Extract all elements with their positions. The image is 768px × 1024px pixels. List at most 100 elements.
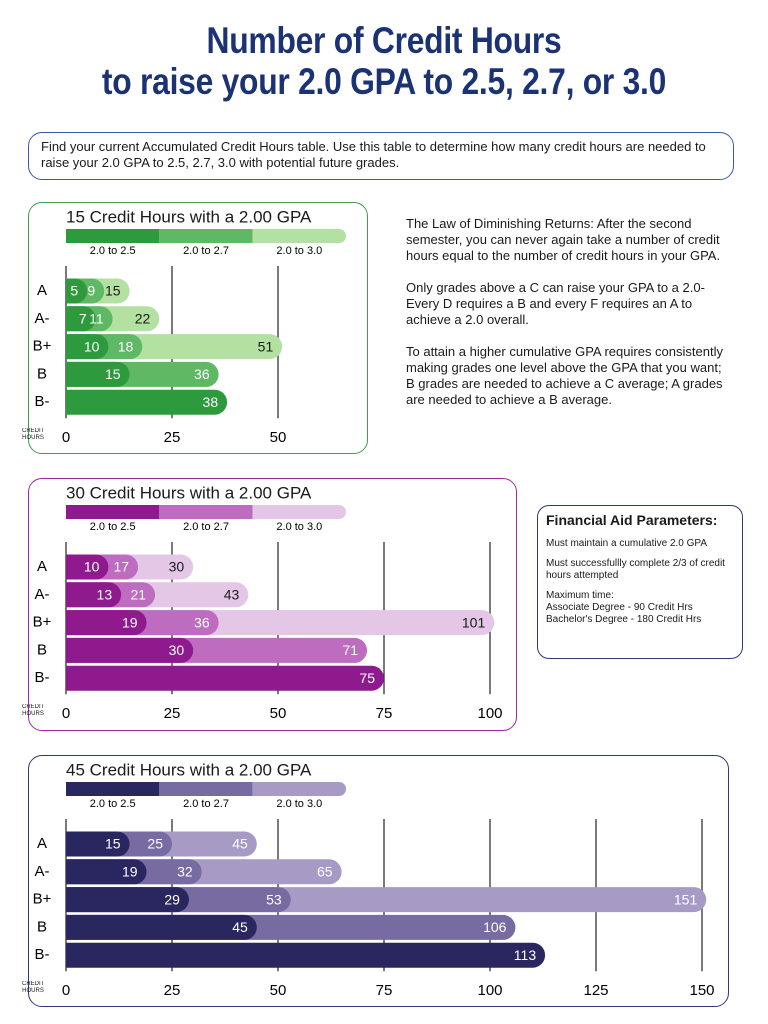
data-label: 151 [674,891,698,907]
y-tick-label: A [37,558,47,575]
x-tick-label: 25 [164,429,181,446]
legend-swatch [159,782,253,796]
bar [66,278,88,304]
data-label: 25 [147,836,163,852]
legend-label: 2.0 to 3.0 [276,521,322,533]
data-label: 19 [122,614,138,630]
bar [66,361,130,387]
x-axis-label-box: CREDIT HOURS [22,428,45,441]
y-tick-label: B+ [33,891,52,908]
page-title: to raise your 2.0 GPA to 2.5, 2.7, or 3.… [101,61,667,102]
x-tick-label: 100 [477,982,502,999]
y-tick-label: A- [35,586,50,603]
data-label: 7 [79,311,87,327]
bar [66,582,122,608]
bar [66,389,228,415]
data-label: 101 [462,614,486,630]
x-tick-label: 0 [62,705,70,722]
bar [66,859,147,885]
bar [66,914,257,940]
y-tick-label: A- [35,863,50,880]
legend-label: 2.0 to 2.7 [183,798,229,810]
legend-label: 2.0 to 2.5 [90,245,136,257]
chart-frame [28,478,517,731]
legend-label: 2.0 to 2.7 [183,521,229,533]
legend-swatch [252,229,346,243]
data-label: 32 [177,864,193,880]
bar [66,831,130,857]
x-tick-label: 25 [164,982,181,999]
bar [66,942,546,968]
chart: 15 Credit Hours with a 2.00 GPA 2.0 to 2.… [22,207,346,446]
data-label: 10 [84,338,100,354]
note: Only grades above a C can raise your GPA… [406,280,705,327]
data-label: 65 [317,864,333,880]
notes: The Law of Diminishing Returns: After th… [406,216,726,424]
y-tick-label: B [37,918,47,935]
y-tick-label: B- [35,669,50,686]
x-tick-label: 0 [62,982,70,999]
y-tick-label: A- [35,310,50,327]
x-tick-label: 125 [583,982,608,999]
y-tick-label: B [37,641,47,658]
y-tick-label: B- [35,946,50,963]
bar [66,334,109,360]
data-label: 22 [135,311,151,327]
y-tick-label: A [37,282,47,299]
data-label: 75 [359,670,375,686]
intro-box: Find your current Accumulated Credit Hou… [28,132,734,180]
note: The Law of Diminishing Returns: After th… [406,216,721,263]
data-label: 45 [232,919,248,935]
data-label: 10 [84,559,100,575]
page-title: Number of Credit Hours [206,20,562,61]
data-label: 19 [122,864,138,880]
data-label: 43 [224,587,240,603]
data-label: 106 [483,919,507,935]
legend-label: 2.0 to 3.0 [276,245,322,257]
note: To attain a higher cumulative GPA requir… [406,344,723,407]
chart-title: 45 Credit Hours with a 2.00 GPA [66,760,312,779]
chart-frame [28,755,729,1007]
legend-label: 2.0 to 3.0 [276,798,322,810]
legend-label: 2.0 to 2.5 [90,798,136,810]
data-label: 29 [164,891,180,907]
bar [66,306,96,332]
x-tick-label: 100 [477,705,502,722]
chart: 30 Credit Hours with a 2.00 GPA 2.0 to 2.… [22,483,503,722]
aid-item: Maximum time: [546,590,614,601]
x-tick-label: 50 [270,982,287,999]
data-label: 13 [97,587,113,603]
bar [66,610,147,636]
legend-swatch [66,782,160,796]
x-axis-label: CREDIT HOURS [22,428,45,441]
data-label: 53 [266,891,282,907]
y-tick-label: B+ [33,614,52,631]
data-label: 30 [169,642,185,658]
legend-swatch [66,229,160,243]
aid-item: Associate Degree - 90 Credit Hrs [546,602,693,613]
data-label: 36 [194,366,210,382]
x-tick-label: 75 [376,982,393,999]
data-label: 71 [342,642,358,658]
data-label: 18 [118,338,134,354]
x-tick-label: 25 [164,705,181,722]
financial-aid-box: Financial Aid Parameters: Must maintain … [537,505,743,659]
data-label: 11 [89,311,104,327]
x-tick-label: 150 [689,982,714,999]
y-tick-label: B+ [33,338,52,355]
legend-label: 2.0 to 2.7 [183,245,229,257]
x-axis-label-box: CREDIT HOURS [22,704,44,717]
legend-label: 2.0 to 2.5 [90,521,136,533]
chart: 45 Credit Hours with a 2.00 GPA 2.0 to 2.… [22,760,715,999]
data-label: 36 [194,614,210,630]
x-tick-label: 0 [62,429,70,446]
data-label: 45 [232,836,248,852]
chart-frame [28,202,368,454]
data-label: 15 [105,366,121,382]
bar [66,887,189,913]
chart-title: 30 Credit Hours with a 2.00 GPA [66,483,312,502]
data-label: 21 [130,587,146,603]
aid-title: Financial Aid Parameters: [546,512,718,528]
y-tick-label: A [37,835,47,852]
